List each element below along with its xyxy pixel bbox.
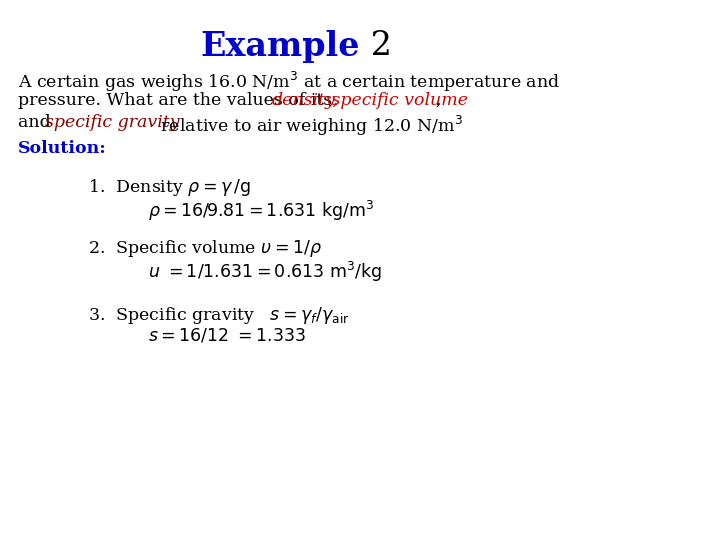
- Text: ,: ,: [436, 92, 441, 109]
- Text: 3.  Specific gravity   $s = \gamma_f/\gamma_{\mathrm{air}}$: 3. Specific gravity $s = \gamma_f/\gamma…: [88, 305, 349, 326]
- Text: 2.  Specific volume $\upsilon = 1/\rho$: 2. Specific volume $\upsilon = 1/\rho$: [88, 238, 322, 259]
- Text: and: and: [18, 114, 56, 131]
- Text: Solution:: Solution:: [18, 140, 107, 157]
- Text: A certain gas weighs 16.0 N/m$^3$ at a certain temperature and: A certain gas weighs 16.0 N/m$^3$ at a c…: [18, 70, 560, 94]
- Text: Example: Example: [200, 30, 360, 63]
- Text: specific volume: specific volume: [326, 92, 468, 109]
- Text: pressure. What are the values of its: pressure. What are the values of its: [18, 92, 338, 109]
- Text: 2: 2: [360, 30, 392, 62]
- Text: $u\ = 1/1.631 = 0.613\ \mathrm{m^3/kg}$: $u\ = 1/1.631 = 0.613\ \mathrm{m^3/kg}$: [148, 260, 382, 284]
- Text: specific gravity: specific gravity: [45, 114, 180, 131]
- Text: 1.  Density $\rho = \gamma\,/\mathrm{g}$: 1. Density $\rho = \gamma\,/\mathrm{g}$: [88, 177, 251, 198]
- Text: relative to air weighing 12.0 N/m$^3$: relative to air weighing 12.0 N/m$^3$: [155, 114, 463, 138]
- Text: $s = 16/12\ = 1.333$: $s = 16/12\ = 1.333$: [148, 327, 306, 345]
- Text: density,: density,: [271, 92, 338, 109]
- Text: $\rho = 16/9.81 = 1.631\ \mathrm{kg/m^3}$: $\rho = 16/9.81 = 1.631\ \mathrm{kg/m^3}…: [148, 199, 374, 223]
